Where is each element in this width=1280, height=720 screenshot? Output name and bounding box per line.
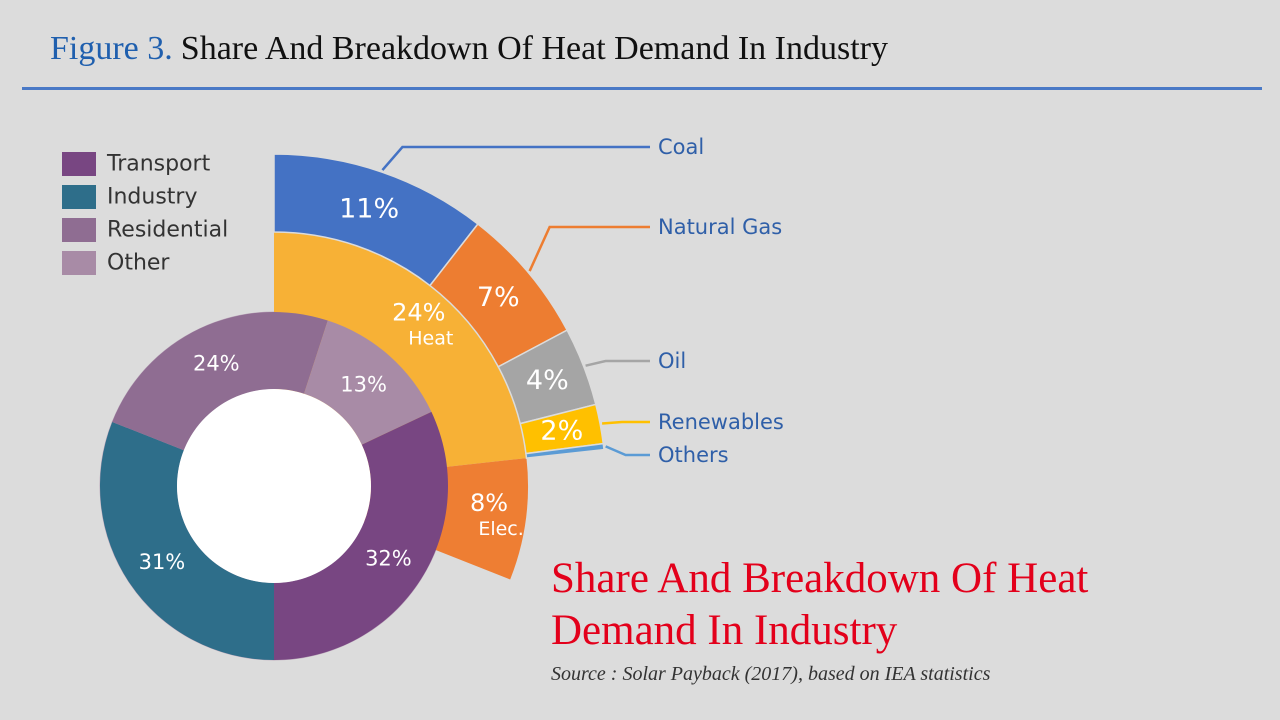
source-note: Source : Solar Payback (2017), based on … — [551, 663, 991, 685]
callout-label-coal: Coal — [658, 135, 704, 159]
breakdown-value-coal: 11% — [339, 193, 399, 224]
legend-swatch-transport — [62, 152, 96, 176]
legend-label-industry: Industry — [107, 185, 198, 210]
donut-value-industry: 31% — [139, 550, 186, 574]
callout-label-others: Others — [658, 443, 729, 467]
donut-overlay — [99, 312, 448, 660]
callout-label-renewables: Renewables — [658, 410, 784, 434]
figure-number: Figure 3. — [50, 30, 173, 67]
donut-hole — [177, 389, 371, 583]
callout-label-natural-gas: Natural Gas — [658, 215, 782, 239]
breakdown-value-renewables: 2% — [540, 416, 583, 447]
donut-cover-transport — [274, 411, 448, 660]
overlay-title-line-1: Share And Breakdown Of Heat — [551, 555, 1089, 602]
legend-swatch-residential — [62, 218, 96, 242]
donut-value-residential: 24% — [193, 351, 240, 375]
callout-line-natural-gas — [528, 225, 650, 272]
legend: Transport Industry Residential Other — [62, 152, 228, 276]
callout-line-coal — [381, 145, 650, 171]
callout-line-renewables — [602, 420, 650, 425]
donut-value-other: 13% — [340, 372, 387, 396]
callout-line-others — [605, 445, 650, 457]
donut-value-transport: 32% — [365, 547, 412, 571]
legend-label-residential: Residential — [107, 218, 228, 243]
legend-label-transport: Transport — [106, 152, 211, 177]
overlay-title: Share And Breakdown Of Heat Demand In In… — [551, 553, 1088, 657]
callout-label-oil: Oil — [658, 349, 686, 373]
legend-label-other: Other — [107, 251, 170, 276]
legend-swatch-industry — [62, 185, 96, 209]
donut-cover-other — [303, 320, 432, 445]
breakdown-name-elec: Elec. — [478, 518, 523, 540]
donut-cover-industry — [99, 421, 275, 660]
header-divider — [22, 87, 1262, 90]
overlay-title-line-2: Demand In Industry — [551, 607, 898, 654]
callout-line-oil — [585, 359, 650, 367]
legend-swatch-other — [62, 251, 96, 275]
figure-heading: Figure 3. Share And Breakdown Of Heat Dem… — [50, 26, 888, 72]
breakdown-outer-others — [525, 442, 605, 459]
breakdown-name-heat: Heat — [408, 327, 453, 349]
donut-cover-residential — [112, 312, 328, 451]
figure-title: Share And Breakdown Of Heat Demand In In… — [180, 30, 888, 67]
breakdown-value-heat: 24% — [392, 298, 445, 326]
breakdown-value-natural-gas: 7% — [477, 282, 520, 313]
breakdown-value-oil: 4% — [526, 365, 569, 396]
breakdown-value-elec: 8% — [470, 489, 508, 517]
